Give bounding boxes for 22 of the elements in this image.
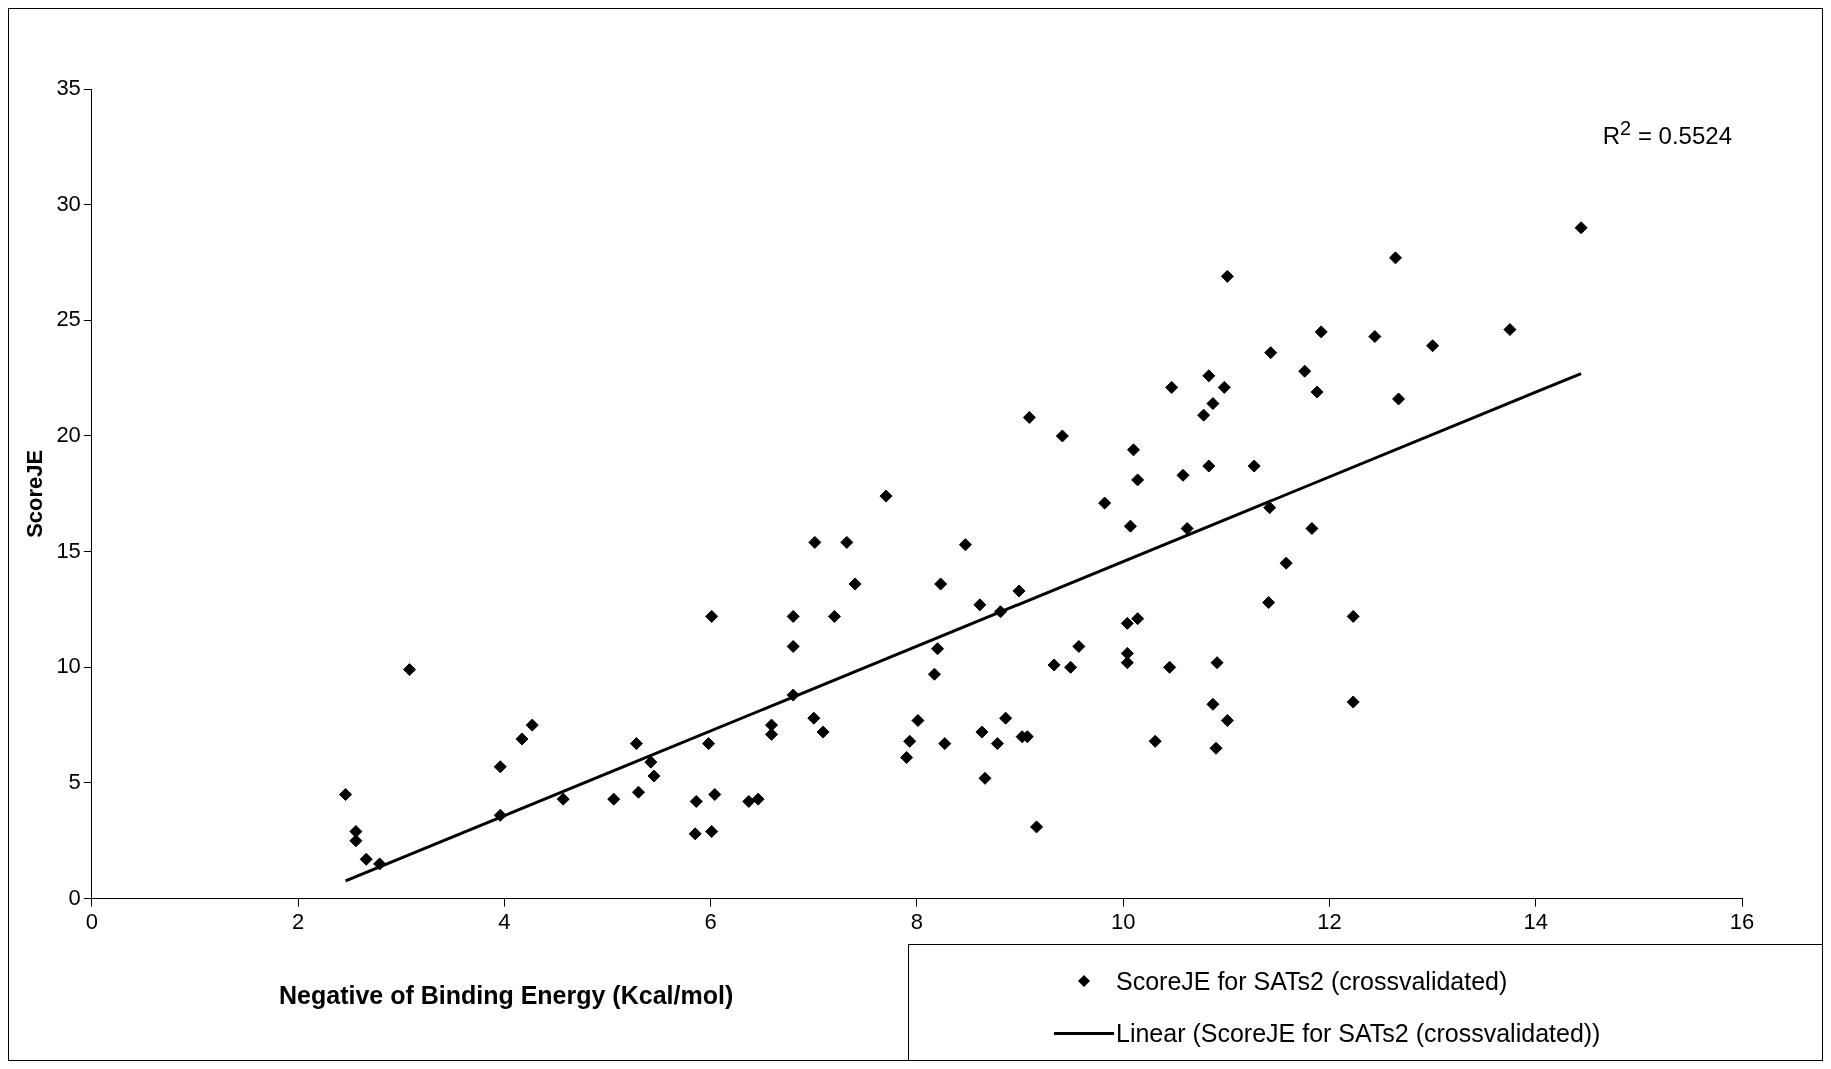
x-tick-label: 2	[292, 908, 305, 934]
x-tick-label: 6	[704, 908, 717, 934]
y-tick-label: 0	[68, 884, 81, 910]
y-tick-label: 25	[56, 306, 81, 332]
y-tick-label: 30	[56, 190, 81, 216]
legend-label: Linear (ScoreJE for SATs2 (crossvalidated))	[1116, 1018, 1601, 1048]
x-tick-label: 12	[1317, 908, 1342, 934]
y-tick-label: 5	[68, 769, 81, 795]
y-tick-label: 20	[56, 422, 81, 448]
annotation: R$^{2}$ = 0.5524	[1602, 117, 1732, 150]
y-tick-label: 10	[56, 653, 81, 679]
x-tick-label: 0	[85, 908, 98, 934]
y-tick-label: 35	[56, 75, 81, 101]
x-axis-title: Negative of Binding Energy (Kcal/mol)	[279, 981, 734, 1010]
x-tick-label: 8	[910, 908, 924, 934]
y-axis-title: ScoreJE	[22, 449, 48, 538]
legend-label: ScoreJE for SATs2 (crossvalidated)	[1116, 966, 1508, 996]
x-tick-label: 14	[1523, 908, 1548, 934]
x-tick-label: 10	[1110, 908, 1136, 934]
x-tick-label: 16	[1729, 908, 1755, 934]
y-tick-label: 15	[56, 537, 81, 563]
x-tick-label: 4	[498, 908, 511, 934]
